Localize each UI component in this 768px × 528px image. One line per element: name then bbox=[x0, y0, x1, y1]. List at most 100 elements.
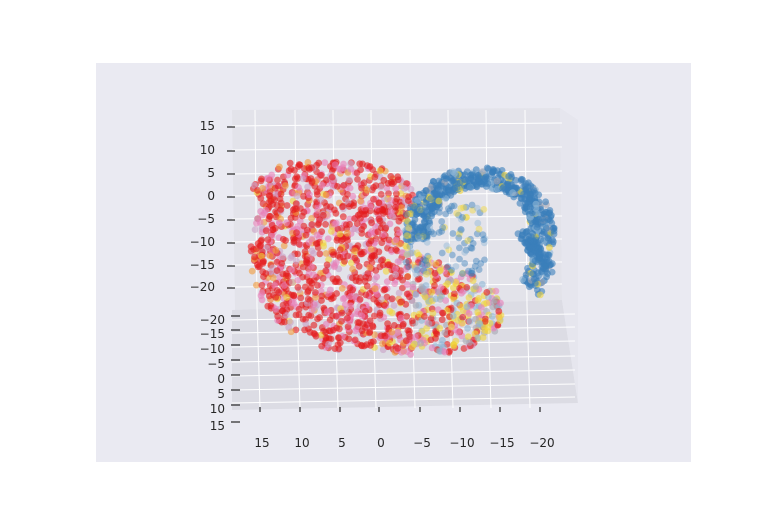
point-2108 bbox=[420, 218, 428, 226]
point-1459 bbox=[349, 286, 357, 294]
point-2243 bbox=[411, 206, 419, 214]
point-2332 bbox=[443, 242, 451, 250]
point-929 bbox=[406, 293, 413, 301]
y-tick-label-6: 10 bbox=[210, 402, 225, 416]
point-2127 bbox=[453, 184, 461, 192]
point-1838 bbox=[407, 210, 415, 218]
point-2335 bbox=[479, 231, 487, 239]
x-tick-label-3: 0 bbox=[377, 436, 385, 450]
point-2112 bbox=[474, 175, 482, 183]
point-393 bbox=[474, 308, 482, 316]
point-1302 bbox=[300, 208, 308, 216]
point-2356 bbox=[406, 203, 414, 211]
point-1407 bbox=[479, 334, 487, 341]
floor-grid-4 bbox=[231, 369, 576, 377]
point-2074 bbox=[549, 236, 556, 244]
point-1356 bbox=[483, 289, 491, 296]
point-497 bbox=[371, 312, 378, 320]
y-tick-label-1: −15 bbox=[200, 327, 225, 341]
point-1450 bbox=[392, 204, 399, 211]
point-976 bbox=[299, 315, 307, 323]
point-1323 bbox=[449, 284, 457, 292]
point-1491 bbox=[476, 320, 484, 328]
point-2303 bbox=[481, 256, 488, 264]
point-736 bbox=[316, 314, 323, 321]
point-1373 bbox=[422, 282, 430, 289]
point-1241 bbox=[269, 274, 277, 282]
point-1488 bbox=[421, 313, 428, 320]
point-1345 bbox=[288, 189, 296, 197]
point-2341 bbox=[413, 264, 420, 272]
point-2329 bbox=[415, 232, 423, 240]
point-2097 bbox=[466, 183, 474, 191]
point-1188 bbox=[279, 301, 287, 309]
point-1143 bbox=[285, 324, 293, 331]
point-1119 bbox=[273, 267, 281, 274]
point-1153 bbox=[274, 312, 282, 320]
point-1498 bbox=[409, 283, 417, 291]
point-1236 bbox=[383, 293, 391, 301]
point-413 bbox=[402, 300, 410, 308]
point-1262 bbox=[378, 296, 385, 303]
point-2298 bbox=[435, 229, 443, 236]
point-846 bbox=[438, 316, 446, 324]
point-1203 bbox=[292, 200, 300, 208]
point-751 bbox=[276, 163, 283, 171]
point-1483 bbox=[466, 339, 473, 346]
point-2035 bbox=[472, 166, 480, 174]
x-tick-label-7: −20 bbox=[529, 436, 554, 450]
point-2294 bbox=[411, 266, 418, 274]
point-878 bbox=[308, 215, 315, 222]
point-631 bbox=[405, 258, 413, 265]
point-1377 bbox=[269, 226, 277, 233]
point-1441 bbox=[392, 246, 400, 254]
point-1747 bbox=[519, 176, 526, 184]
point-1432 bbox=[400, 185, 408, 192]
point-1411 bbox=[308, 221, 316, 228]
point-1195 bbox=[339, 203, 346, 211]
point-1386 bbox=[351, 215, 358, 222]
point-1104 bbox=[358, 250, 366, 258]
point-1371 bbox=[305, 278, 313, 285]
point-1486 bbox=[283, 294, 291, 301]
point-954 bbox=[373, 291, 381, 298]
point-1379 bbox=[247, 247, 255, 255]
point-456 bbox=[316, 250, 324, 258]
point-1190 bbox=[262, 227, 270, 235]
point-1368 bbox=[328, 227, 335, 235]
point-1322 bbox=[349, 225, 357, 233]
point-348 bbox=[375, 248, 383, 256]
point-1085 bbox=[353, 220, 361, 228]
point-1470 bbox=[338, 285, 346, 292]
point-934 bbox=[349, 192, 357, 200]
point-1159 bbox=[429, 309, 437, 317]
point-2111 bbox=[527, 191, 535, 198]
point-1318 bbox=[347, 293, 354, 301]
floor-grid-v-1 bbox=[296, 305, 301, 409]
point-1304 bbox=[294, 283, 302, 291]
point-2343 bbox=[423, 238, 431, 246]
point-2319 bbox=[419, 228, 426, 235]
point-676 bbox=[253, 281, 260, 289]
point-1117 bbox=[432, 334, 439, 342]
point-998 bbox=[397, 298, 404, 306]
point-1269 bbox=[266, 188, 274, 195]
grid-line-v-0 bbox=[254, 109, 258, 307]
point-2314 bbox=[409, 261, 417, 269]
point-880 bbox=[379, 346, 387, 354]
point-266 bbox=[274, 176, 281, 184]
point-737 bbox=[251, 253, 258, 261]
point-1343 bbox=[319, 239, 327, 247]
point-1250 bbox=[392, 271, 400, 278]
point-1419 bbox=[431, 269, 439, 277]
point-2132 bbox=[408, 220, 416, 228]
point-1375 bbox=[259, 184, 266, 192]
point-1069 bbox=[258, 236, 265, 244]
point-2315 bbox=[455, 234, 463, 242]
point-1255 bbox=[296, 269, 303, 277]
point-2247 bbox=[458, 226, 465, 234]
point-1315 bbox=[282, 182, 289, 190]
point-1496 bbox=[395, 217, 403, 225]
point-1076 bbox=[371, 285, 379, 293]
point-1431 bbox=[338, 317, 345, 325]
